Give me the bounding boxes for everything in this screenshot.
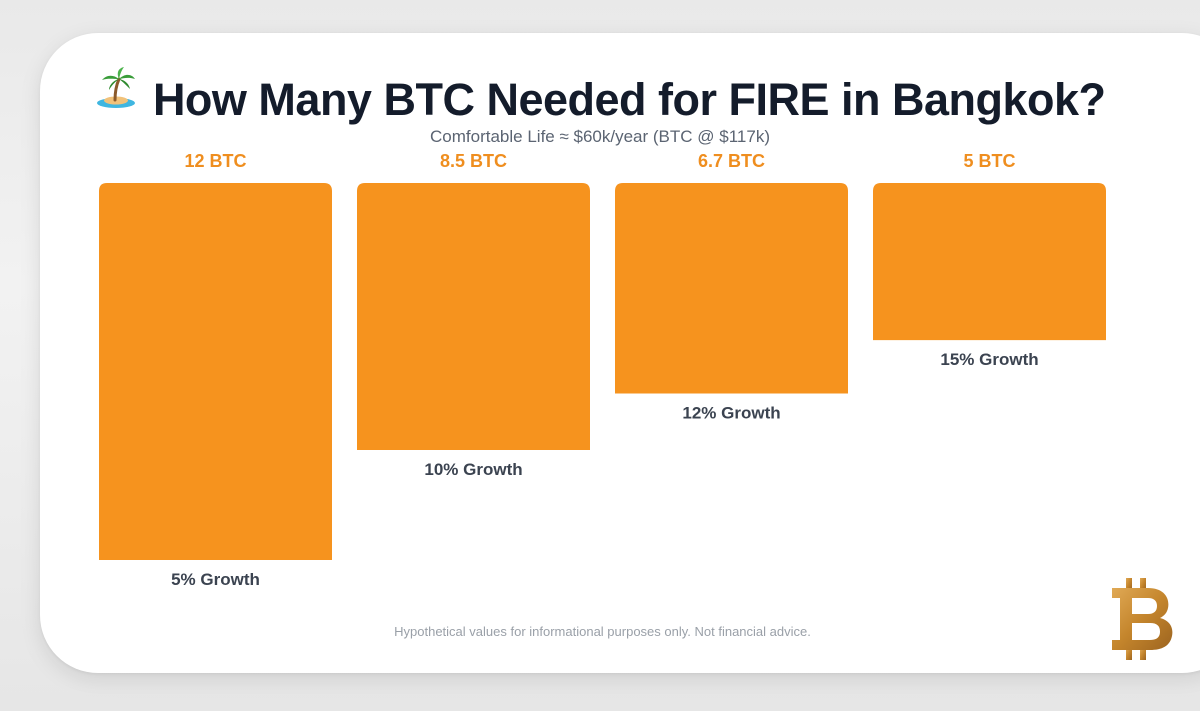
title-row: How Many BTC Needed for FIRE in Bangkok?	[0, 66, 1200, 126]
bar-value-label: 5 BTC	[963, 151, 1015, 171]
bar-4	[873, 183, 1106, 341]
disclaimer-text: Hypothetical values for informational pu…	[394, 624, 811, 639]
bar-value-label: 12 BTC	[184, 151, 246, 171]
category-label: 5% Growth	[171, 570, 260, 589]
bar-value-label: 6.7 BTC	[698, 151, 765, 171]
page-title: How Many BTC Needed for FIRE in Bangkok?	[152, 73, 1106, 125]
bar-value-label: 8.5 BTC	[440, 151, 507, 171]
bar-3	[615, 183, 848, 394]
palm-tree-island-icon	[97, 67, 136, 108]
category-label: 10% Growth	[424, 460, 522, 479]
chart-subtitle: Comfortable Life ≈ $60k/year (BTC @ $117…	[430, 127, 770, 146]
bar-2	[357, 183, 590, 451]
category-label: 15% Growth	[940, 350, 1038, 369]
bitcoin-logo-icon	[1112, 578, 1173, 660]
bar-1	[99, 183, 332, 560]
category-label: 12% Growth	[682, 403, 780, 422]
